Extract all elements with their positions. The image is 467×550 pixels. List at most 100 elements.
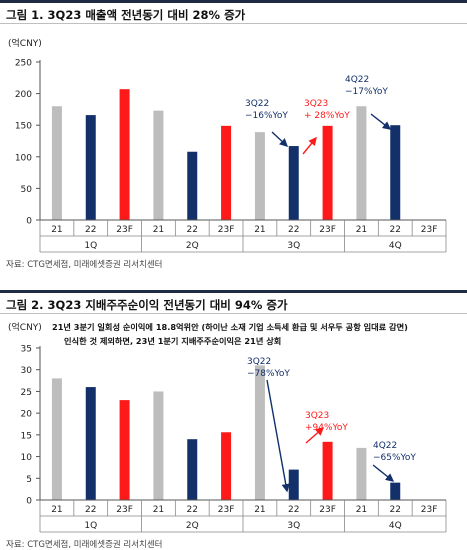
bar-4Q-22 [390,482,401,500]
bar-2Q-23F [221,125,232,220]
bar-2Q-23F [221,432,232,500]
annotation-text: 3Q23 [304,99,328,109]
annotation-text: −16%YoY [245,111,288,121]
figure-1-chart: (억CNY) 0 50 100 150 200 250 21 22 23F 21 22 23F 21 22 2… [8,37,447,253]
y-tick-label: 200 [15,90,32,100]
y-tick-label: 250 [15,59,32,69]
x-tick-label: 23F [319,225,336,235]
annotation-arrow [302,136,317,155]
bar-3Q-23F [322,125,333,220]
annotation-text: −78%YoY [247,369,290,379]
x-group-label: 1Q [84,241,97,251]
annotation-text: +94%YoY [305,423,348,433]
figure-2-chart: (억CNY) 21년 3분기 일회성 순이익에 18.8억위안 (하이난 소재 기… [8,321,447,533]
annotation-text: −17%YoY [345,87,388,97]
annotation-arrow [271,131,289,147]
x-tick-label: 21 [356,505,367,515]
y-tick-label: 10 [21,453,33,463]
x-group-label: 3Q [287,521,300,531]
annotation-arrow [370,113,392,130]
bar-3Q-21 [254,132,265,220]
x-tick-label: 23F [116,505,133,515]
y-tick-label: 0 [26,217,32,227]
bar-4Q-22 [390,125,401,220]
x-tick-label: 23F [319,505,336,515]
x-tick-label: 21 [51,505,62,515]
y-tick-label: 5 [26,475,32,485]
figure-2-header: 그림 2. 3Q23 지배주주순이익 전년동기 대비 94% 증가 [0,290,467,314]
x-tick-label: 21 [254,505,265,515]
y-axis-unit-label: (억CNY) [8,37,42,49]
y-tick-label: 15 [21,431,32,441]
x-tick-label: 21 [254,225,265,235]
title-top-rule [0,0,467,3]
bar-2Q-21 [153,110,164,220]
chart-note-line: 21년 3분기 일회성 순이익에 18.8억위안 (하이난 소재 기업 소득세 … [52,322,408,332]
annotation-arrow [266,379,290,493]
figure-1-source: 자료: CTG면세점, 미래에셋증권 리서치센터 [6,260,163,270]
bar-3Q-23F [322,441,333,500]
bar-1Q-22 [85,115,96,220]
x-tick-label: 22 [288,505,299,515]
title-bottom-rule [0,23,467,24]
annotation-text: 4Q22 [373,441,397,451]
title-top-rule [0,290,467,293]
annotation-text: 3Q22 [247,357,271,367]
y-tick-label: 20 [21,410,33,420]
y-tick-label: 150 [15,122,32,132]
x-group-label: 2Q [186,241,199,251]
x-tick-label: 22 [85,225,96,235]
x-group-label: 4Q [389,521,402,531]
bar-1Q-23F [119,400,130,500]
bar-4Q-21 [356,106,367,220]
x-tick-label: 21 [153,505,164,515]
x-tick-label: 22 [288,225,299,235]
y-tick-label: 35 [21,345,32,355]
x-tick-label: 22 [390,505,401,515]
y-tick-label: 50 [21,185,33,195]
x-tick-label: 22 [187,225,198,235]
bar-1Q-21 [51,106,62,220]
annotation-text: 3Q23 [305,411,329,421]
x-group-label: 4Q [389,241,402,251]
x-group-label: 3Q [287,241,300,251]
x-tick-label: 23F [421,505,438,515]
y-tick-label: 0 [26,497,32,507]
y-axis-unit-label: (억CNY) [8,321,42,333]
figure-1-title: 그림 1. 3Q23 매출액 전년동기 대비 28% 증가 [6,8,246,22]
annotation-text: −65%YoY [373,453,416,463]
bar-3Q-22 [288,469,299,500]
x-tick-label: 21 [51,225,62,235]
y-tick-label: 100 [15,153,32,163]
figure-1-header: 그림 1. 3Q23 매출액 전년동기 대비 28% 증가 [0,0,467,24]
annotation-text: 3Q22 [245,99,269,109]
bar-1Q-22 [85,387,96,500]
bar-3Q-21 [254,365,265,500]
bar-2Q-22 [187,439,198,500]
x-tick-label: 22 [390,225,401,235]
figure-2-title: 그림 2. 3Q23 지배주주순이익 전년동기 대비 94% 증가 [6,298,288,312]
x-tick-label: 23F [421,225,438,235]
y-tick-label: 30 [21,366,33,376]
x-tick-label: 22 [85,505,96,515]
figure-2-source: 자료: CTG면세점, 미래에셋증권 리서치센터 [6,540,163,550]
chart-note-line: 인식한 것 제외하면, 23년 1분기 지배주주순이익은 21년 상회 [64,336,281,346]
x-tick-label: 23F [116,225,133,235]
x-tick-label: 23F [218,505,235,515]
bar-1Q-21 [51,378,62,500]
annotation-text: + 28%YoY [304,111,350,121]
x-tick-label: 21 [356,225,367,235]
annotation-arrow [305,427,325,444]
bar-4Q-21 [356,447,367,500]
bar-1Q-23F [119,89,130,220]
annotation-arrow [372,464,395,482]
y-tick-label: 25 [21,388,32,398]
x-tick-label: 21 [153,225,164,235]
x-tick-label: 22 [187,505,198,515]
title-bottom-rule [0,313,467,314]
figure-2: 그림 2. 3Q23 지배주주순이익 전년동기 대비 94% 증가 (억CNY)… [0,290,467,550]
bar-2Q-21 [153,391,164,500]
x-group-label: 2Q [186,521,199,531]
x-tick-label: 23F [218,225,235,235]
x-group-label: 1Q [84,521,97,531]
